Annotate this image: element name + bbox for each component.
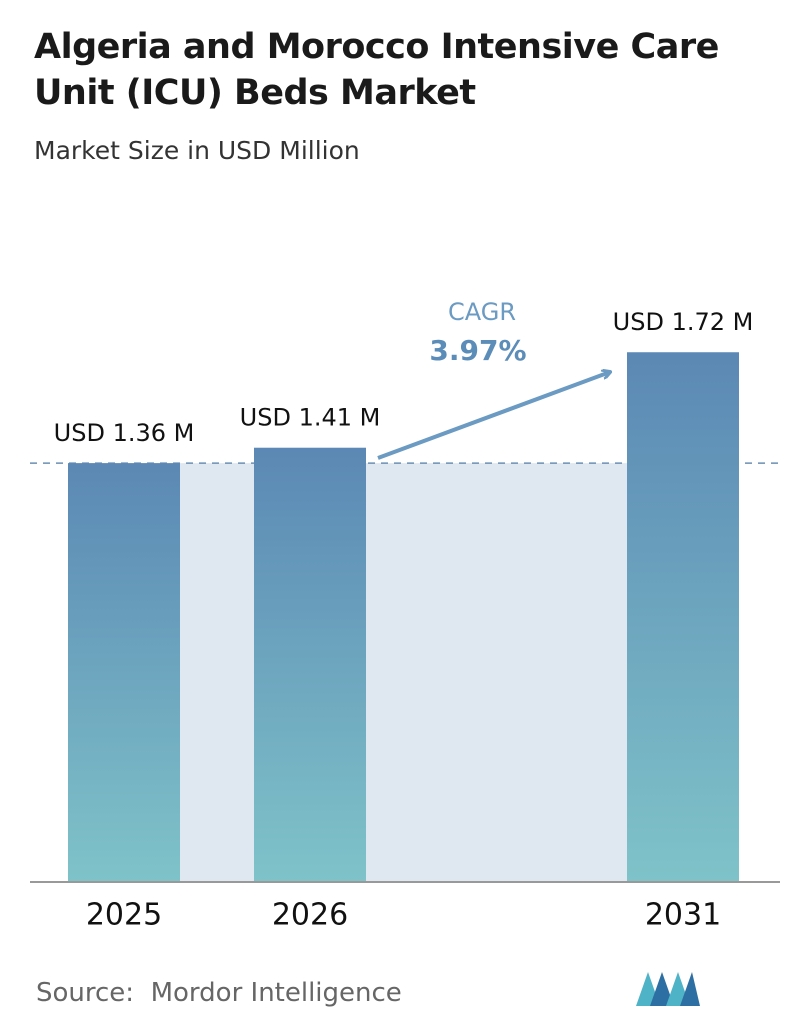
- cagr-value: 3.97%: [429, 334, 526, 367]
- chart-title: Algeria and Morocco Intensive Care Unit …: [34, 27, 719, 113]
- cagr-arrow: [377, 372, 610, 460]
- chart-subtitle: Market Size in USD Million: [34, 136, 360, 165]
- logo: [636, 972, 700, 1006]
- x-tick-label: 2031: [645, 898, 721, 933]
- source: Source: Mordor Intelligence: [36, 978, 402, 1008]
- bar: [254, 447, 366, 882]
- value-label: USD 1.72 M: [613, 308, 754, 336]
- value-label: USD 1.41 M: [240, 404, 381, 432]
- cagr-label: CAGR: [448, 298, 516, 326]
- value-label: USD 1.36 M: [54, 419, 195, 447]
- bar: [68, 463, 180, 882]
- bar: [627, 352, 739, 882]
- x-tick-label: 2026: [272, 898, 348, 933]
- x-tick-label: 2025: [86, 898, 162, 933]
